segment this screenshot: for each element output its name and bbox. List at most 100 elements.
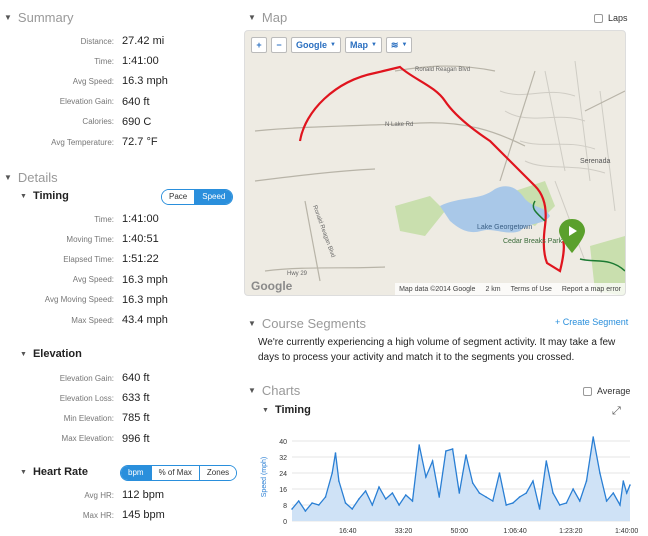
terms-link[interactable]: Terms of Use — [510, 285, 552, 293]
start-marker-icon[interactable] — [559, 219, 585, 253]
charts-title: Charts — [261, 383, 301, 398]
report-error-link[interactable]: Report a map error — [561, 285, 621, 293]
map-type-dropdown[interactable]: Map ▼ — [344, 37, 382, 53]
timing-header[interactable]: ▼ Timing — [20, 190, 69, 202]
laps-checkbox[interactable] — [594, 13, 603, 23]
heart-rate-stat-value: 145 bpm — [122, 509, 165, 522]
y-axis-label: Speed (mph) — [261, 457, 268, 497]
elevation-stat-value: 785 ft — [122, 412, 150, 425]
details-header[interactable]: ▼ Details — [4, 170, 58, 185]
speed-point — [371, 504, 374, 506]
heart-rate-header[interactable]: ▼ Heart Rate — [20, 466, 88, 478]
zoom-in-button[interactable]: + — [251, 37, 267, 53]
speed-point — [545, 460, 548, 462]
heart-rate-stat-row: Avg HR: 112 bpm — [0, 487, 240, 503]
summary-stat-row: Distance: 27.42 mi — [0, 33, 240, 49]
route-line — [298, 65, 565, 273]
collapse-triangle-icon: ▼ — [248, 386, 256, 395]
speed-point — [324, 496, 327, 498]
summary-stat-value: 72.7 °F — [122, 136, 158, 148]
collapse-triangle-icon: ▼ — [262, 406, 269, 414]
elevation-stat-label: Elevation Gain: — [59, 373, 114, 383]
speed-point — [612, 492, 615, 494]
timing-stat-value: 16.3 mph — [122, 273, 168, 286]
x-tick-label: 1:23:20 — [559, 528, 582, 535]
timing-stat-row: Elapsed Time: 1:51:22 — [0, 251, 240, 267]
provider-label: Google — [296, 40, 327, 50]
speed-point — [605, 500, 608, 502]
elevation-stat-row: Elevation Gain: 640 ft — [0, 370, 240, 386]
road-label: Ronald Reagan Blvd — [415, 67, 470, 73]
timing-stat-value: 1:41:00 — [122, 213, 159, 225]
map-footer: Map data ©2014 Google 2 km Terms of Use … — [395, 283, 625, 295]
laps-label: Laps — [608, 13, 628, 23]
charts-header[interactable]: ▼ Charts — [248, 383, 300, 398]
summary-stat-label: Distance: — [80, 36, 114, 46]
average-checkbox[interactable] — [583, 386, 592, 396]
heart-rate-stat-label: Max HR: — [82, 510, 114, 520]
elevation-header[interactable]: ▼ Elevation — [20, 348, 82, 360]
y-tick-label: 0 — [283, 519, 287, 526]
speed-point — [485, 496, 487, 498]
speed-point — [291, 508, 293, 510]
elevation-stat-label: Elevation Loss: — [59, 393, 114, 403]
timing-stat-label: Max Speed: — [71, 315, 114, 325]
timing-stat-label: Moving Time: — [66, 234, 114, 244]
speed-point — [297, 500, 300, 502]
speed-point — [532, 480, 534, 482]
speed-point — [438, 496, 441, 498]
collapse-triangle-icon: ▼ — [20, 350, 27, 358]
google-logo: Google — [251, 279, 293, 293]
place-label: Serenada — [580, 158, 610, 165]
pace-toggle-option[interactable]: Pace — [162, 190, 195, 204]
create-segment-link[interactable]: + Create Segment — [555, 317, 629, 327]
summary-stat-row: Calories: 690 C — [0, 114, 240, 130]
speed-point — [498, 472, 501, 474]
map-scale: 2 km — [485, 285, 501, 293]
route-map[interactable]: Ronald Reagan Blvd N Lake Rd Lake George… — [244, 30, 626, 296]
collapse-triangle-icon: ▼ — [4, 13, 12, 22]
summary-stat-value: 16.3 mph — [122, 75, 168, 88]
course-segments-title: Course Segments — [261, 316, 366, 331]
speed-point — [552, 492, 554, 494]
layers-dropdown[interactable]: ≋ ▼ — [385, 37, 413, 53]
zoom-out-button[interactable]: − — [271, 37, 287, 53]
timing-stat-label: Time: — [94, 214, 114, 224]
average-label: Average — [597, 386, 631, 396]
map-data-credit: Map data ©2014 Google — [399, 285, 476, 293]
expand-icon[interactable]: ⤢ — [612, 405, 621, 417]
timing-stat-label: Elapsed Time: — [63, 254, 114, 264]
chart-timing-header[interactable]: ▼ Timing — [262, 404, 311, 416]
y-tick-label: 24 — [279, 471, 287, 478]
map-canvas: Ronald Reagan Blvd N Lake Rd Lake George… — [254, 60, 625, 295]
heart-rate-stat-row: Max HR: 145 bpm — [0, 507, 240, 523]
pace-speed-toggle: Pace Speed — [161, 189, 234, 205]
speed-point — [418, 444, 420, 446]
bpm-toggle-option[interactable]: bpm — [121, 466, 151, 480]
collapse-triangle-icon: ▼ — [4, 173, 12, 182]
y-tick-label: 8 — [283, 503, 287, 510]
average-checkbox-wrap[interactable]: Average — [583, 386, 630, 396]
timing-stat-row: Moving Time: 1:40:51 — [0, 231, 240, 247]
segment-message: We're currently experiencing a high volu… — [258, 337, 616, 363]
speed-point — [317, 504, 320, 506]
provider-dropdown[interactable]: Google ▼ — [291, 37, 341, 53]
summary-header[interactable]: ▼ Summary — [4, 10, 74, 25]
course-segments-header[interactable]: ▼ Course Segments — [248, 316, 366, 331]
summary-stat-row: Elevation Gain: 640 ft — [0, 94, 240, 110]
laps-checkbox-wrap[interactable]: Laps — [594, 13, 628, 23]
trail-line — [579, 258, 625, 272]
speed-point — [558, 504, 561, 506]
speed-point — [579, 500, 581, 502]
map-header[interactable]: ▼ Map — [248, 10, 287, 25]
lake-label: Lake Georgetown — [477, 224, 532, 231]
speed-point — [518, 496, 521, 498]
y-tick-label: 16 — [279, 487, 287, 494]
speed-toggle-option[interactable]: Speed — [194, 190, 233, 204]
speed-point — [398, 504, 400, 506]
lake-georgetown-water — [440, 186, 550, 233]
zones-toggle-option[interactable]: Zones — [198, 466, 237, 480]
speed-point — [304, 510, 307, 512]
percent-max-toggle-option[interactable]: % of Max — [150, 466, 199, 480]
speed-point — [384, 498, 387, 500]
